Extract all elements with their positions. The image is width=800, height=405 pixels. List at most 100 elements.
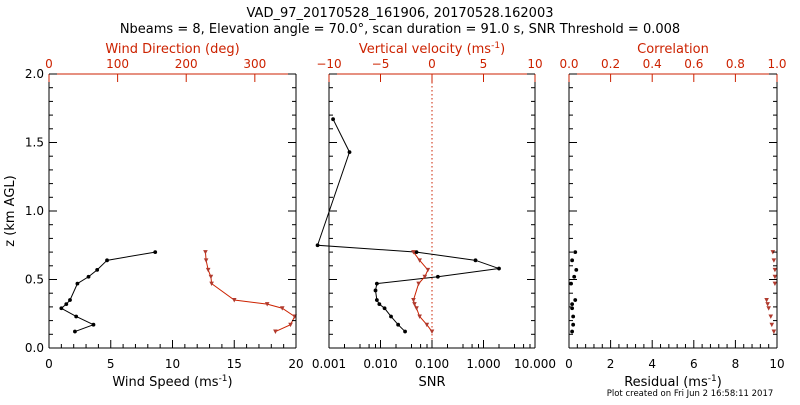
data-point-right-bottom-1: [571, 322, 576, 327]
xtick-label-middle-2: 0.100: [415, 357, 449, 371]
data-point-right-top-10: [770, 250, 776, 255]
data-point-right-top-8: [772, 267, 778, 273]
ytick-label-4: 2.0: [25, 67, 44, 81]
data-point-middle-top-4: [412, 302, 417, 307]
data-point-middle-top-2: [417, 314, 422, 319]
data-point-middle-bottom-11: [414, 250, 419, 255]
data-point-middle-bottom-5: [374, 298, 379, 302]
data-point-middle-top-10: [411, 250, 416, 255]
data-point-middle-bottom-0: [403, 329, 407, 334]
data-point-left-top-10: [203, 250, 208, 255]
data-point-left-bottom-3: [59, 306, 64, 311]
data-point-right-bottom-7: [572, 274, 577, 279]
data-point-left-bottom-2: [74, 314, 79, 319]
data-point-middle-bottom-3: [382, 306, 387, 311]
data-point-middle-top-0: [429, 329, 435, 334]
data-point-left-top-9: [203, 258, 209, 263]
data-point-right-top-1: [769, 322, 775, 328]
data-point-right-top-9: [771, 258, 777, 263]
top-xtick-label-middle-1: −5: [372, 57, 390, 71]
data-point-left-bottom-6: [75, 281, 80, 286]
top-xtick-label-middle-0: −10: [316, 57, 341, 71]
series-line-middle-top: [412, 251, 433, 332]
data-point-right-top-5: [764, 298, 769, 303]
data-point-left-bottom-1: [91, 322, 96, 327]
xlabel-right: Residual (ms-1): [624, 374, 722, 390]
top-xtick-label-left-2: 200: [175, 57, 198, 71]
ytick-label-1: 0.5: [25, 273, 44, 287]
top-xlabel-right: Correlation: [637, 42, 709, 57]
data-point-right-top-0: [771, 329, 777, 334]
data-point-middle-bottom-4: [377, 302, 382, 307]
data-point-middle-bottom-7: [374, 281, 379, 286]
series-line-left-bottom: [60, 251, 156, 333]
xtick-label-right-2: 4: [648, 357, 656, 371]
data-point-right-top-3: [766, 306, 771, 311]
data-point-middle-bottom-2: [389, 314, 393, 319]
xtick-label-middle-3: 1.000: [466, 357, 500, 371]
xtick-label-right-5: 10: [769, 357, 784, 371]
top-xtick-label-right-0: 0.0: [559, 57, 578, 71]
data-point-right-top-4: [765, 302, 770, 307]
xtick-label-left-3: 15: [227, 357, 242, 371]
panel-middle: 0.001 0.010 0.100 1.000 10.000 −10 −5 0 5 10 SNR Ve…: [312, 41, 556, 390]
data-point-right-bottom-8: [574, 268, 579, 272]
top-xlabel-middle: Vertical velocity (ms-1): [359, 41, 505, 57]
xtick-label-left-1: 5: [107, 357, 115, 371]
data-point-left-top-3: [279, 306, 285, 311]
data-point-right-top-6: [772, 281, 778, 287]
data-point-middle-bottom-6: [373, 288, 378, 293]
data-point-middle-top-1: [424, 322, 430, 328]
panel-right: 0 2 4 6 8 10 0.0 0.2 0.4 0.6 0.8 1.0 Residual (ms-1)…: [559, 42, 786, 390]
top-xtick-label-middle-3: 5: [480, 57, 488, 71]
xtick-label-middle-0: 0.001: [312, 357, 346, 371]
data-point-middle-top-7: [422, 274, 428, 280]
xtick-label-middle-4: 10.000: [514, 357, 556, 371]
xlabel-middle: SNR: [418, 375, 445, 390]
series-line-left-top: [204, 252, 296, 333]
data-point-left-bottom-7: [86, 274, 91, 279]
data-point-right-top-2: [768, 314, 774, 319]
data-point-middle-bottom-10: [473, 258, 478, 263]
series-line-middle-bottom: [316, 118, 500, 332]
top-xtick-label-right-2: 0.4: [643, 57, 662, 71]
plot-footnote: Plot created on Fri Jun 2 16:58:11 2017: [607, 389, 774, 399]
data-point-middle-bottom-12: [315, 243, 320, 248]
data-point-left-bottom-0: [73, 329, 77, 334]
data-point-middle-bottom-9: [497, 266, 501, 271]
top-xlabel-left: Wind Direction (deg): [105, 42, 239, 57]
figure-subtitle: Nbeams = 8, Elevation angle = 70.0°, sca…: [120, 22, 680, 37]
xtick-label-right-3: 6: [690, 357, 698, 371]
data-point-left-top-5: [231, 298, 237, 303]
top-xtick-label-right-3: 0.6: [684, 57, 703, 71]
data-point-right-bottom-0: [570, 329, 575, 334]
top-xtick-label-right-4: 0.8: [726, 57, 745, 71]
top-xtick-label-middle-2: 0: [428, 57, 436, 71]
top-xtick-label-left-3: 300: [243, 57, 266, 71]
data-point-left-top-4: [264, 302, 270, 307]
figure-title: VAD_97_20170528_161906, 20170528.162003: [247, 6, 554, 21]
ylabel: z (km AGL): [3, 175, 18, 246]
data-point-left-bottom-10: [153, 250, 158, 255]
data-point-right-top-7: [772, 274, 778, 280]
data-point-left-bottom-8: [95, 268, 100, 272]
top-xtick-label-right-5: 1.0: [767, 57, 786, 71]
xtick-label-middle-1: 0.010: [363, 357, 397, 371]
data-point-left-top-0: [273, 329, 278, 334]
data-point-left-bottom-9: [105, 258, 109, 263]
data-point-right-bottom-10: [573, 250, 578, 255]
top-xtick-label-left-1: 100: [106, 57, 129, 71]
ytick-label-3: 1.5: [25, 136, 44, 150]
xtick-label-left-4: 20: [288, 357, 303, 371]
data-point-left-top-1: [288, 322, 293, 328]
data-point-middle-top-9: [417, 258, 422, 263]
top-xtick-label-left-0: 0: [45, 57, 53, 71]
data-point-right-bottom-5: [573, 298, 578, 302]
data-point-left-top-8: [205, 267, 211, 273]
xtick-label-left-2: 10: [165, 357, 180, 371]
xtick-label-right-1: 2: [607, 357, 615, 371]
data-point-right-bottom-6: [569, 281, 573, 286]
data-point-right-bottom-9: [570, 258, 575, 263]
